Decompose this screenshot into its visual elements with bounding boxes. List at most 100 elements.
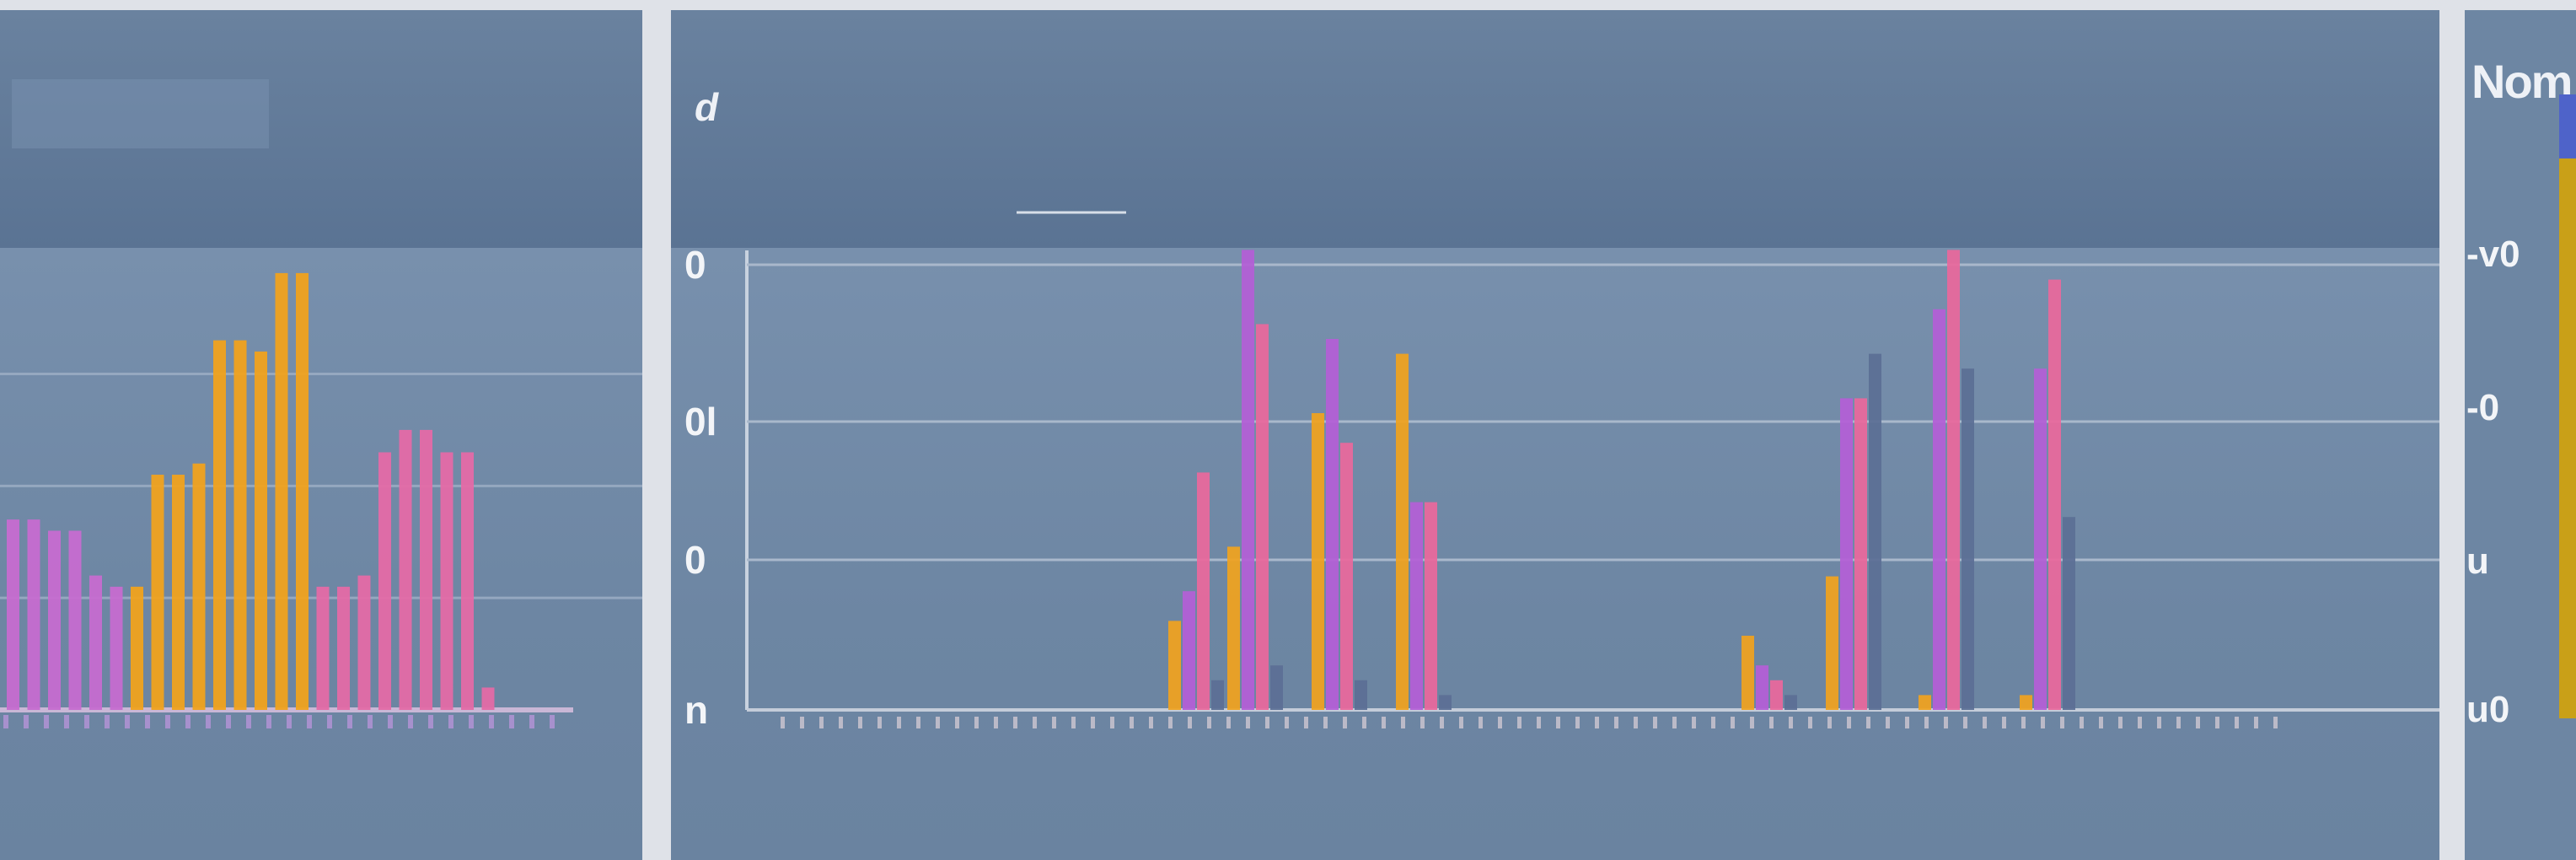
left-panel-plot-area [0, 248, 642, 860]
center-bar-s2-g6 [1947, 250, 1960, 710]
center-bar-s2-g1 [1256, 324, 1269, 710]
left-bar-s0-5 [110, 586, 123, 710]
center-xtick-37 [1498, 717, 1502, 728]
center-xtick-52 [1789, 717, 1793, 728]
left-bar-s2-23 [481, 687, 495, 710]
right-y-tick-label-0: u0 [2466, 689, 2509, 730]
center-xtick-29 [1343, 717, 1347, 728]
center-xtick-3 [839, 717, 843, 728]
center-xtick-56 [1866, 717, 1870, 728]
left-xtick-27 [550, 715, 555, 728]
center-bar-s1-g7 [2034, 368, 2047, 710]
center-xtick-47 [1692, 717, 1696, 728]
center-xtick-27 [1304, 717, 1308, 728]
center-xtick-9 [955, 717, 959, 728]
center-panel-header [671, 10, 2439, 248]
left-xtick-26 [529, 715, 534, 728]
left-xtick-17 [347, 715, 352, 728]
y-tick-label-3: 0 [684, 243, 706, 287]
center-bar-s3-g3 [1439, 695, 1452, 710]
center-xtick-77 [2273, 717, 2278, 728]
center-xtick-8 [936, 717, 940, 728]
left-xtick-21 [428, 715, 433, 728]
left-bar-s1-10 [213, 340, 226, 710]
center-xtick-41 [1575, 717, 1580, 728]
center-bar-s0-g7 [2020, 695, 2032, 710]
left-xtick-3 [64, 715, 69, 728]
center-xtick-50 [1750, 717, 1754, 728]
left-xtick-24 [489, 715, 494, 728]
left-bar-s1-11 [233, 340, 247, 710]
center-xtick-38 [1517, 717, 1521, 728]
center-xtick-65 [2041, 717, 2045, 728]
left-bar-s2-15 [316, 586, 330, 710]
center-xtick-16 [1091, 717, 1095, 728]
center-xtick-26 [1285, 717, 1289, 728]
center-xtick-31 [1382, 717, 1386, 728]
center-xtick-1 [800, 717, 804, 728]
left-bar-s1-8 [172, 475, 185, 710]
left-xtick-6 [125, 715, 130, 728]
center-bar-s1-g1 [1242, 250, 1254, 710]
left-xtick-12 [246, 715, 251, 728]
center-xtick-61 [1963, 717, 1967, 728]
center-bar-s3-g6 [1962, 368, 1974, 710]
center-bar-s3-g1 [1270, 665, 1283, 710]
y-tick-label-1: 0 [684, 538, 706, 582]
center-bar-s0-g5 [1826, 576, 1838, 710]
center-xtick-64 [2021, 717, 2026, 728]
left-bar-s1-12 [255, 351, 267, 710]
center-xtick-49 [1731, 717, 1735, 728]
center-bar-s1-g4 [1756, 665, 1768, 710]
center-bar-s1-g6 [1933, 309, 1945, 710]
left-xtick-19 [388, 715, 393, 728]
center-bar-s3-g0 [1211, 680, 1224, 710]
center-xtick-28 [1323, 717, 1328, 728]
center-xtick-2 [819, 717, 824, 728]
center-bar-s1-g3 [1410, 502, 1423, 710]
center-xtick-36 [1479, 717, 1483, 728]
center-bar-s3-g2 [1355, 680, 1367, 710]
left-bar-s0-1 [27, 519, 40, 710]
left-xtick-14 [287, 715, 292, 728]
center-xtick-21 [1188, 717, 1192, 728]
center-xtick-45 [1653, 717, 1657, 728]
center-xtick-12 [1013, 717, 1017, 728]
left-bar-chart [0, 272, 642, 728]
center-xtick-75 [2235, 717, 2239, 728]
center-xtick-44 [1634, 717, 1638, 728]
center-xtick-74 [2215, 717, 2219, 728]
left-bar-s1-7 [151, 475, 164, 710]
left-xtick-13 [266, 715, 271, 728]
center-bar-s1-g2 [1326, 339, 1339, 710]
left-bar-s2-19 [399, 429, 412, 710]
center-xtick-71 [2157, 717, 2161, 728]
y-tick-label-0: n [684, 688, 708, 732]
center-xtick-32 [1401, 717, 1405, 728]
right-y-tick-label-2: -0 [2466, 387, 2499, 428]
left-xtick-2 [44, 715, 49, 728]
center-bar-s2-g3 [1425, 502, 1437, 710]
center-bar-s2-g2 [1340, 443, 1353, 710]
center-xtick-39 [1537, 717, 1541, 728]
center-xtick-6 [897, 717, 901, 728]
center-xtick-14 [1052, 717, 1056, 728]
center-xtick-4 [858, 717, 862, 728]
center-xtick-68 [2099, 717, 2103, 728]
center-xtick-57 [1886, 717, 1890, 728]
center-xtick-33 [1420, 717, 1425, 728]
left-bar-s1-14 [296, 272, 309, 710]
center-xtick-69 [2118, 717, 2123, 728]
center-xtick-55 [1847, 717, 1851, 728]
center-xtick-73 [2196, 717, 2200, 728]
center-xtick-17 [1110, 717, 1114, 728]
center-xtick-15 [1071, 717, 1076, 728]
center-xtick-25 [1265, 717, 1269, 728]
center-bar-s0-g6 [1919, 695, 1931, 710]
left-chart-panel [0, 10, 642, 860]
center-bar-s1-g0 [1183, 591, 1195, 710]
right-bar-chart: u0 u -0 -v0 [2466, 94, 2576, 730]
left-xtick-11 [226, 715, 231, 728]
center-xtick-20 [1168, 717, 1173, 728]
center-xtick-19 [1149, 717, 1153, 728]
